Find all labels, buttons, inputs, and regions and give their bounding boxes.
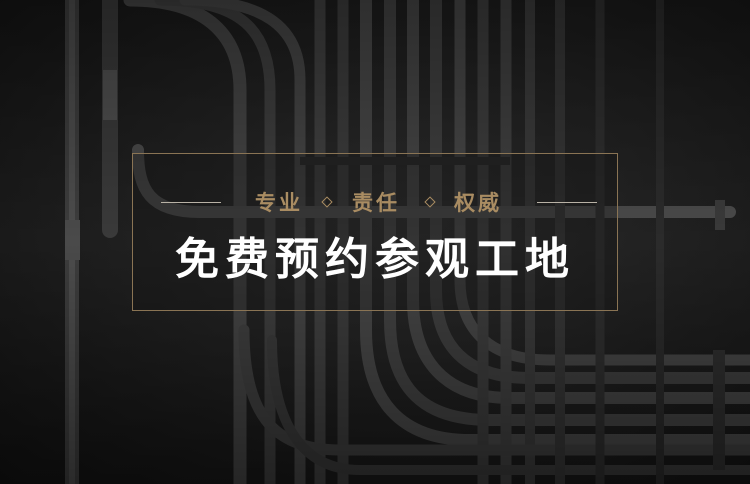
headline-frame: 专业 责任 权威 免费预约参观工地 xyxy=(132,153,618,311)
tagline-professional: 专业 xyxy=(255,191,303,215)
tagline-row: 专业 责任 权威 xyxy=(133,188,617,218)
tagline-responsibility: 责任 xyxy=(352,191,400,215)
headline: 免费预约参观工地 xyxy=(175,234,575,285)
tagline-authority: 权威 xyxy=(454,191,502,215)
diamond-icon xyxy=(424,196,436,208)
diamond-icon xyxy=(321,196,333,208)
decorative-line-left xyxy=(161,202,221,203)
decorative-line-right xyxy=(537,202,597,203)
